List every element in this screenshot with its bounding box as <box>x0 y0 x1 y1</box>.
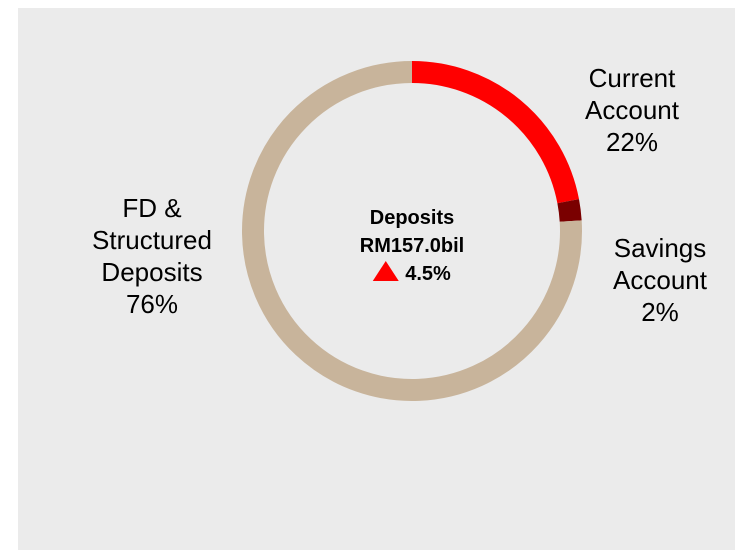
value-label: 22% <box>605 127 659 157</box>
center-title: Deposits <box>369 207 455 229</box>
category-label: Current Account <box>585 63 679 125</box>
up-arrow <box>373 261 400 281</box>
donut-segment <box>557 199 582 222</box>
center-label: Deposits RM157.0bil 4.5% <box>360 204 464 288</box>
segment-label: Savings Account 2% <box>585 232 735 328</box>
value-label: 2% <box>641 297 679 327</box>
value-label: 76% <box>125 289 179 319</box>
category-label: FD & Structured Deposits <box>92 193 212 287</box>
segment-label: FD & Structured Deposits 76% <box>77 192 227 320</box>
center-change: 4.5% <box>405 263 451 285</box>
donut-segment <box>242 61 582 401</box>
segment-label: Current Account 22% <box>557 62 707 158</box>
center-change-row: 4.5% <box>360 260 464 288</box>
donut-segment <box>411 61 579 204</box>
center-total: RM157.0bil <box>359 235 465 257</box>
category-label: Savings Account <box>613 233 707 295</box>
